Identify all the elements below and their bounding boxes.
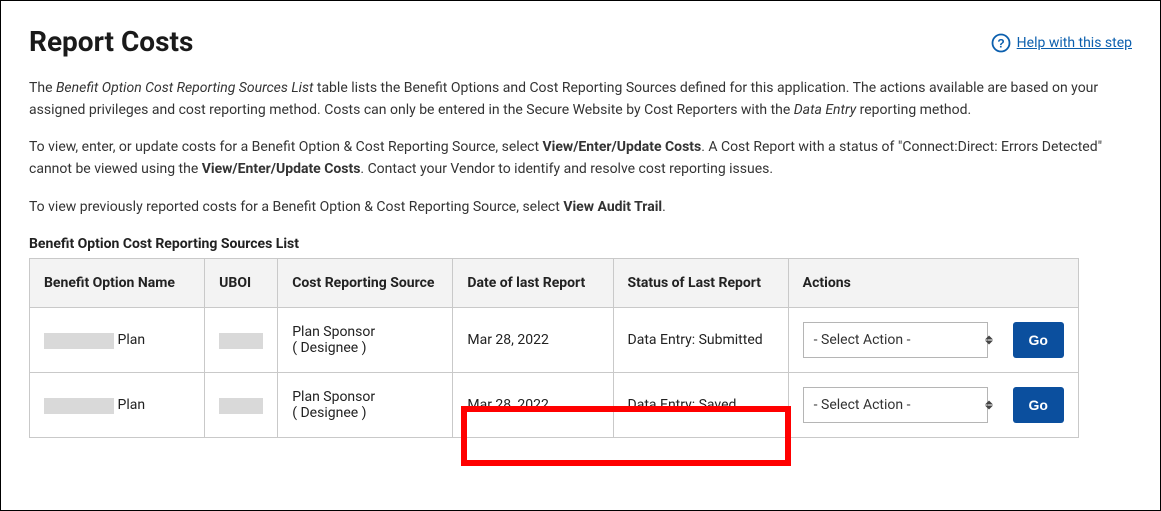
text-bold: View/Enter/Update Costs — [202, 161, 361, 177]
svg-text:?: ? — [997, 37, 1004, 51]
col-header-benefit: Benefit Option Name — [30, 259, 205, 308]
text-fragment: To view, enter, or update costs for a Be… — [29, 139, 543, 155]
col-header-uboi: UBOI — [205, 259, 278, 308]
header-row: Report Costs ? Help with this step — [29, 19, 1132, 78]
cell-uboi — [205, 373, 278, 438]
help-link[interactable]: ? Help with this step — [991, 33, 1132, 53]
source-line2: ( Designee ) — [292, 340, 366, 356]
source-line1: Plan Sponsor — [292, 389, 375, 405]
text-emphasis: Data Entry — [794, 102, 856, 118]
page-title: Report Costs — [29, 25, 193, 58]
cell-actions: - Select Action - Go — [788, 373, 1078, 438]
text-emphasis: Benefit Option Cost Reporting Sources Li… — [56, 80, 313, 96]
source-line2: ( Designee ) — [292, 405, 366, 421]
intro-paragraph-3: To view previously reported costs for a … — [29, 197, 1132, 219]
cell-date: Mar 28, 2022 — [453, 308, 613, 373]
action-select[interactable]: - Select Action - — [803, 322, 988, 358]
cell-source: Plan Sponsor ( Designee ) — [278, 308, 453, 373]
cell-status: Data Entry: Saved — [613, 373, 788, 438]
cell-actions: - Select Action - Go — [788, 308, 1078, 373]
page-container: Report Costs ? Help with this step The B… — [0, 0, 1161, 511]
cell-date: Mar 28, 2022 — [453, 373, 613, 438]
redacted-text — [219, 333, 263, 349]
help-link-label: Help with this step — [1017, 35, 1132, 51]
col-header-actions: Actions — [788, 259, 1078, 308]
select-placeholder: - Select Action - — [814, 332, 911, 348]
cell-status: Data Entry: Submitted — [613, 308, 788, 373]
table-caption: Benefit Option Cost Reporting Sources Li… — [29, 236, 1132, 252]
help-icon: ? — [991, 33, 1011, 53]
intro-paragraph-1: The Benefit Option Cost Reporting Source… — [29, 78, 1132, 121]
col-header-status: Status of Last Report — [613, 259, 788, 308]
go-button[interactable]: Go — [1013, 387, 1064, 423]
col-header-source: Cost Reporting Source — [278, 259, 453, 308]
table-header-row: Benefit Option Name UBOI Cost Reporting … — [30, 259, 1079, 308]
benefit-suffix: Plan — [117, 397, 145, 413]
cell-source: Plan Sponsor ( Designee ) — [278, 373, 453, 438]
cell-uboi — [205, 308, 278, 373]
action-select-wrap: - Select Action - — [803, 387, 1001, 423]
redacted-text — [44, 398, 114, 414]
redacted-text — [219, 398, 263, 414]
benefit-suffix: Plan — [117, 332, 145, 348]
text-fragment: The — [29, 80, 56, 96]
select-placeholder: - Select Action - — [814, 397, 911, 413]
text-bold: View/Enter/Update Costs — [543, 139, 702, 155]
sources-table: Benefit Option Name UBOI Cost Reporting … — [29, 258, 1079, 438]
table-row: Plan Plan Sponsor ( Designee ) Mar 28, 2… — [30, 373, 1079, 438]
text-fragment: . — [662, 199, 666, 215]
go-button[interactable]: Go — [1013, 322, 1064, 358]
text-fragment: reporting method. — [856, 102, 971, 118]
redacted-text — [44, 333, 114, 349]
table-row: Plan Plan Sponsor ( Designee ) Mar 28, 2… — [30, 308, 1079, 373]
text-bold: View Audit Trail — [563, 199, 662, 215]
col-header-date: Date of last Report — [453, 259, 613, 308]
cell-benefit: Plan — [30, 308, 205, 373]
text-fragment: . Contact your Vendor to identify and re… — [360, 161, 773, 177]
action-select[interactable]: - Select Action - — [803, 387, 988, 423]
text-fragment: To view previously reported costs for a … — [29, 199, 563, 215]
cell-benefit: Plan — [30, 373, 205, 438]
intro-paragraph-2: To view, enter, or update costs for a Be… — [29, 137, 1132, 180]
action-select-wrap: - Select Action - — [803, 322, 1001, 358]
source-line1: Plan Sponsor — [292, 324, 375, 340]
